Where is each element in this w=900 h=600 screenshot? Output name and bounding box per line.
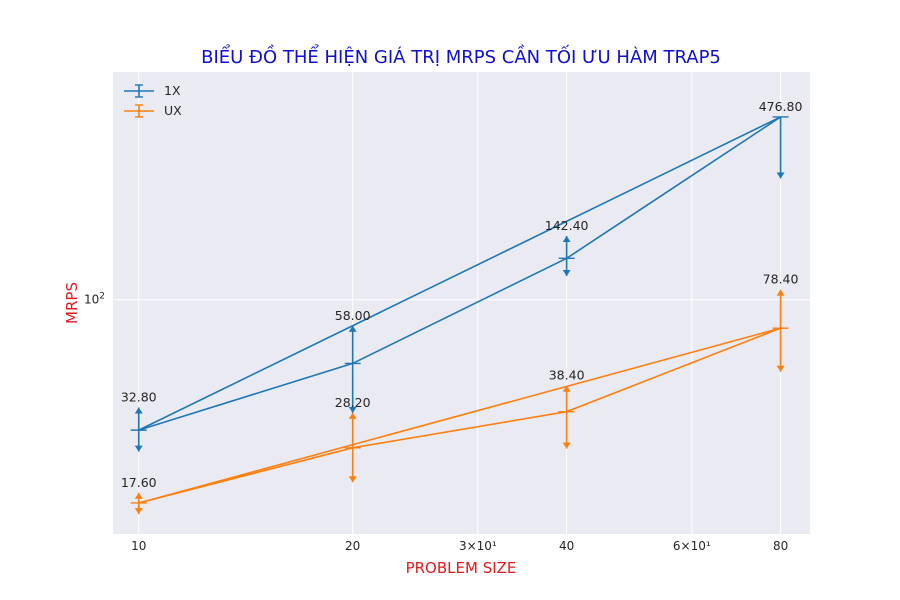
error-arrow-down-1x [348,406,357,413]
data-label-1x: 476.80 [759,99,803,114]
error-arrow-up-ux [776,289,785,296]
trend-line-ux [138,327,781,504]
error-arrow-up-1x [134,407,143,414]
error-arrow-down-ux [348,476,357,483]
x-tick-label: 20 [345,539,360,553]
series-layer [130,116,789,515]
x-tick-label: 6×10¹ [673,539,711,553]
error-arrow-up-1x [348,325,357,332]
data-label-ux: 78.40 [763,272,799,287]
error-arrow-down-1x [776,172,785,179]
chart-title: BIỂU ĐỒ THỂ HIỆN GIÁ TRỊ MRPS CẦN TỐI ƯU… [201,44,721,68]
error-arrow-up-ux [134,492,143,499]
error-arrow-up-ux [348,412,357,419]
error-arrow-down-1x [134,445,143,452]
series-line-1x [138,116,782,431]
x-axis-label: PROBLEM SIZE [406,559,517,577]
data-labels: 32.80 58.00 142.40 476.80 17.60 28.20 38.40 78.… [121,99,803,490]
error-arrow-up-ux [562,385,571,392]
x-tick-label: 10 [131,539,146,553]
legend-label-ux: UX [164,103,182,118]
plot-area-background [113,72,810,534]
x-tick-labels: 10 20 3×10¹ 40 6×10¹ 80 [131,539,788,553]
legend: 1X UX [124,83,182,118]
error-arrow-up-1x [562,235,571,242]
data-label-1x: 58.00 [335,308,371,323]
y-tick-labels: 102 [84,292,105,307]
error-arrow-down-ux [776,365,785,372]
legend-label-1x: 1X [164,83,181,98]
y-axis-label: MRPS [63,282,81,324]
data-label-ux: 38.40 [549,368,585,383]
trend-line-1x [138,116,781,431]
series-line-ux [138,327,781,504]
error-arrow-down-ux [562,442,571,449]
data-label-ux: 28.20 [335,395,371,410]
error-arrow-down-1x [562,270,571,277]
x-tick-label: 40 [559,539,574,553]
data-label-1x: 32.80 [121,389,157,404]
error-arrow-down-ux [134,508,143,515]
x-tick-label: 80 [773,539,788,553]
data-label-ux: 17.60 [121,475,157,490]
y-tick-label: 102 [84,292,105,307]
x-tick-label: 3×10¹ [459,539,497,553]
data-label-1x: 142.40 [545,218,589,233]
